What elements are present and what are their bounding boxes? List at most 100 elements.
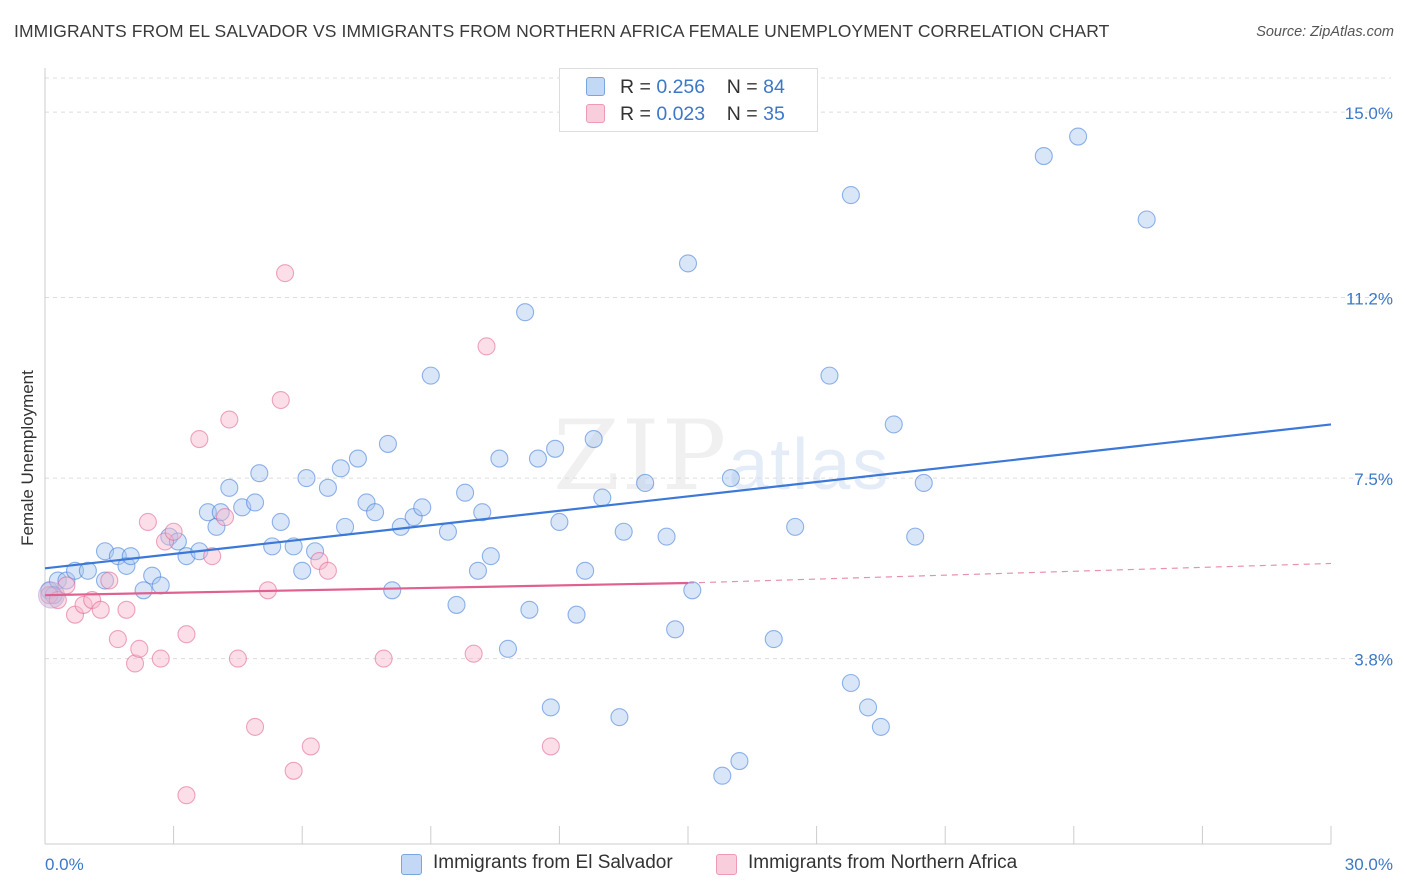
- data-point-el-salvador: [297, 469, 316, 488]
- data-point-northern-africa: [228, 649, 247, 668]
- y-tick-label: 3.8%: [1354, 651, 1393, 670]
- legend-label: Immigrants from Northern Africa: [748, 852, 1018, 873]
- data-point-el-salvador: [293, 561, 312, 580]
- data-point-northern-africa: [177, 625, 196, 644]
- legend-stats-text: R = 0.023 N = 35: [620, 103, 785, 125]
- legend-label: Immigrants from El Salvador: [433, 852, 673, 873]
- data-point-northern-africa: [301, 737, 320, 756]
- n-value: 35: [763, 103, 785, 125]
- data-point-northern-africa: [245, 717, 265, 736]
- legend-swatch-blue: [401, 854, 422, 875]
- data-point-el-salvador: [541, 698, 560, 717]
- y-tick-label: 15.0%: [1345, 104, 1393, 123]
- data-point-el-salvador: [447, 595, 466, 614]
- data-point-el-salvador: [121, 547, 140, 566]
- data-point-el-salvador: [468, 561, 488, 580]
- data-point-el-salvador: [520, 600, 539, 619]
- data-point-el-salvador: [498, 639, 518, 658]
- data-point-northern-africa: [374, 649, 393, 668]
- watermark-atlas: atlas: [728, 425, 891, 505]
- data-point-el-salvador: [421, 366, 440, 385]
- y-tick-label: 7.5%: [1354, 470, 1393, 489]
- r-value: 0.256: [656, 76, 706, 98]
- data-point-el-salvador: [567, 605, 586, 624]
- data-point-el-salvador: [331, 459, 350, 478]
- n-value: 84: [763, 76, 785, 98]
- zipatlas-watermark: ZIPatlas: [553, 400, 890, 512]
- data-point-northern-africa: [318, 561, 337, 580]
- data-point-northern-africa: [74, 595, 93, 614]
- data-point-el-salvador: [198, 503, 217, 522]
- data-point-el-salvador: [576, 561, 595, 580]
- data-point-el-salvador: [378, 434, 397, 453]
- data-point-northern-africa: [215, 508, 235, 527]
- data-point-el-salvador: [263, 537, 282, 556]
- data-point-el-salvador: [117, 556, 136, 575]
- data-point-el-salvador: [220, 478, 239, 497]
- data-point-el-salvador: [134, 581, 153, 600]
- data-point-el-salvador: [614, 522, 633, 541]
- data-point-el-salvador: [528, 449, 548, 468]
- data-point-el-salvador: [168, 532, 187, 551]
- data-point-el-salvador: [678, 254, 698, 273]
- legend-swatch-pink: [716, 854, 737, 875]
- data-point-el-salvador: [1069, 127, 1088, 146]
- data-point-el-salvador: [271, 512, 290, 532]
- data-point-el-salvador: [871, 717, 890, 736]
- data-point-el-salvador: [306, 542, 325, 561]
- data-point-el-salvador: [884, 415, 903, 434]
- data-point-northern-africa: [177, 786, 196, 805]
- data-point-northern-africa: [220, 410, 239, 429]
- chart-title: IMMIGRANTS FROM EL SALVADOR VS IMMIGRANT…: [14, 21, 1110, 41]
- data-point-northern-africa: [125, 654, 145, 673]
- legend-stats-text: R = 0.256 N = 84: [620, 76, 785, 98]
- data-point-el-salvador: [366, 503, 385, 522]
- data-point-northern-africa: [464, 644, 483, 663]
- data-point-northern-africa: [138, 512, 157, 532]
- data-point-el-salvador: [413, 498, 432, 517]
- data-point-el-salvador: [820, 366, 839, 385]
- data-point-el-salvador: [657, 527, 676, 546]
- data-point-el-salvador: [764, 630, 783, 649]
- watermark-zip: ZIP: [553, 400, 729, 512]
- data-point-el-salvador: [95, 571, 115, 590]
- data-point-el-salvador: [1034, 147, 1053, 166]
- data-point-northern-africa: [541, 737, 560, 756]
- data-point-el-salvador: [336, 517, 355, 536]
- data-point-northern-africa: [117, 600, 136, 619]
- data-point-northern-africa: [151, 649, 170, 668]
- data-point-el-salvador: [636, 473, 655, 493]
- data-point-el-salvador: [730, 752, 749, 771]
- data-point-el-salvador: [666, 620, 685, 639]
- data-point-northern-africa: [164, 522, 183, 541]
- data-point-northern-africa: [91, 600, 110, 619]
- r-value: 0.023: [656, 103, 706, 125]
- data-point-el-salvador: [481, 547, 500, 566]
- data-point-el-salvador: [713, 766, 732, 785]
- legend-swatch-pink: [586, 104, 605, 123]
- data-point-el-salvador: [250, 464, 269, 483]
- x-tick-label: 30.0%: [1345, 855, 1393, 874]
- data-point-el-salvador: [841, 673, 860, 693]
- data-point-northern-africa: [203, 547, 222, 566]
- data-point-el-salvador: [584, 429, 603, 449]
- data-point-northern-africa: [276, 264, 295, 283]
- trend-line-el-salvador: [44, 423, 1332, 570]
- data-point-el-salvador: [550, 512, 569, 532]
- data-point-el-salvador: [78, 561, 97, 580]
- data-point-el-salvador: [516, 303, 535, 322]
- data-point-el-salvador: [683, 581, 702, 600]
- data-point-el-salvador: [721, 469, 740, 488]
- data-point-northern-africa: [477, 337, 496, 356]
- data-point-el-salvador: [858, 698, 878, 717]
- data-point-el-salvador: [383, 581, 402, 600]
- data-point-northern-africa: [284, 761, 303, 780]
- data-point-el-salvador: [438, 522, 457, 541]
- data-point-northern-africa: [108, 630, 127, 649]
- data-point-el-salvador: [841, 186, 860, 205]
- data-point-el-salvador: [906, 527, 925, 546]
- source-label: Source: ZipAtlas.com: [1256, 24, 1394, 40]
- data-point-el-salvador: [456, 483, 475, 502]
- data-point-northern-africa: [130, 639, 149, 658]
